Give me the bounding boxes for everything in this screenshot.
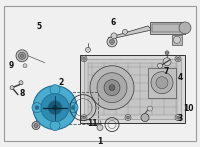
Text: 7: 7 — [163, 67, 169, 76]
Circle shape — [16, 50, 28, 62]
Circle shape — [33, 86, 77, 130]
Circle shape — [107, 37, 117, 47]
Circle shape — [48, 101, 62, 115]
Circle shape — [52, 105, 58, 111]
Circle shape — [50, 121, 60, 131]
Circle shape — [71, 106, 75, 110]
Text: 5: 5 — [36, 22, 42, 31]
Circle shape — [165, 51, 169, 55]
Circle shape — [104, 80, 120, 96]
Circle shape — [18, 52, 26, 59]
Circle shape — [151, 72, 173, 94]
Text: 6: 6 — [110, 18, 116, 27]
Circle shape — [81, 115, 87, 121]
Circle shape — [109, 85, 115, 91]
Bar — [88, 63, 177, 115]
Circle shape — [156, 77, 168, 89]
Text: 3: 3 — [177, 114, 183, 123]
Circle shape — [34, 123, 38, 128]
Circle shape — [32, 122, 40, 130]
Bar — [150, 22, 185, 34]
Text: 2: 2 — [58, 78, 64, 87]
Text: 10: 10 — [183, 104, 193, 113]
Circle shape — [175, 56, 181, 62]
Circle shape — [32, 103, 42, 113]
Circle shape — [83, 116, 86, 119]
Text: 11: 11 — [87, 118, 97, 128]
Circle shape — [177, 57, 180, 60]
Circle shape — [148, 106, 153, 111]
Circle shape — [21, 54, 24, 57]
Bar — [68, 92, 98, 123]
Circle shape — [86, 47, 90, 52]
Circle shape — [81, 56, 87, 62]
Circle shape — [158, 63, 162, 68]
Circle shape — [177, 116, 180, 119]
Bar — [84, 59, 181, 119]
Circle shape — [90, 66, 134, 110]
Circle shape — [97, 125, 103, 131]
Polygon shape — [108, 26, 152, 38]
Text: 4: 4 — [177, 73, 183, 82]
Circle shape — [68, 103, 78, 113]
Text: 9: 9 — [8, 61, 14, 70]
Bar — [80, 55, 185, 123]
Circle shape — [174, 36, 180, 43]
Circle shape — [179, 22, 191, 34]
Bar — [152, 24, 183, 32]
Circle shape — [125, 115, 131, 121]
Circle shape — [83, 57, 86, 60]
Circle shape — [163, 58, 171, 66]
Text: 1: 1 — [97, 137, 103, 146]
Circle shape — [97, 73, 127, 103]
Circle shape — [35, 106, 39, 110]
Circle shape — [19, 81, 23, 85]
Circle shape — [175, 115, 181, 121]
Circle shape — [10, 86, 14, 90]
Bar — [148, 68, 176, 98]
Circle shape — [23, 64, 27, 68]
Circle shape — [50, 85, 60, 95]
Circle shape — [141, 114, 149, 122]
Circle shape — [127, 116, 130, 119]
Circle shape — [41, 94, 69, 122]
Circle shape — [110, 39, 114, 44]
Bar — [172, 35, 182, 45]
Text: 8: 8 — [19, 89, 25, 98]
Circle shape — [122, 29, 128, 34]
Circle shape — [111, 33, 117, 39]
